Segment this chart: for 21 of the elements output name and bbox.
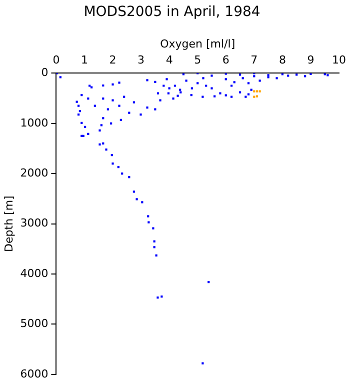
x-tick-label: 8 [278, 53, 286, 66]
y-tick-label: 6000 [20, 367, 48, 380]
x-tick-label: 3 [138, 53, 145, 66]
y-tick-label: 3000 [20, 216, 48, 230]
x-tick-label: 6 [222, 53, 230, 66]
y-tick-label: 5000 [20, 317, 48, 330]
y-tick-label: 4000 [20, 266, 48, 280]
x-tick-label: 10 [332, 53, 346, 66]
y-tick-label: 2000 [20, 166, 48, 180]
x-tick-label: 2 [109, 53, 116, 66]
x-tick-label: 5 [194, 53, 202, 66]
chart-title: MODS2005 in April, 1984 [84, 4, 260, 20]
x-tick-label: 0 [52, 53, 60, 66]
x-tick-label: 1 [80, 53, 88, 66]
x-tick-label: 7 [250, 53, 258, 66]
x-axis-title: Oxygen [ml/l] [160, 37, 236, 50]
y-axis-title: Depth [m] [2, 196, 16, 252]
y-tick-label: 1000 [20, 116, 48, 130]
y-tick-label: 0 [41, 66, 48, 80]
x-tick-label: 4 [166, 53, 173, 66]
x-tick-label: 9 [307, 53, 314, 66]
